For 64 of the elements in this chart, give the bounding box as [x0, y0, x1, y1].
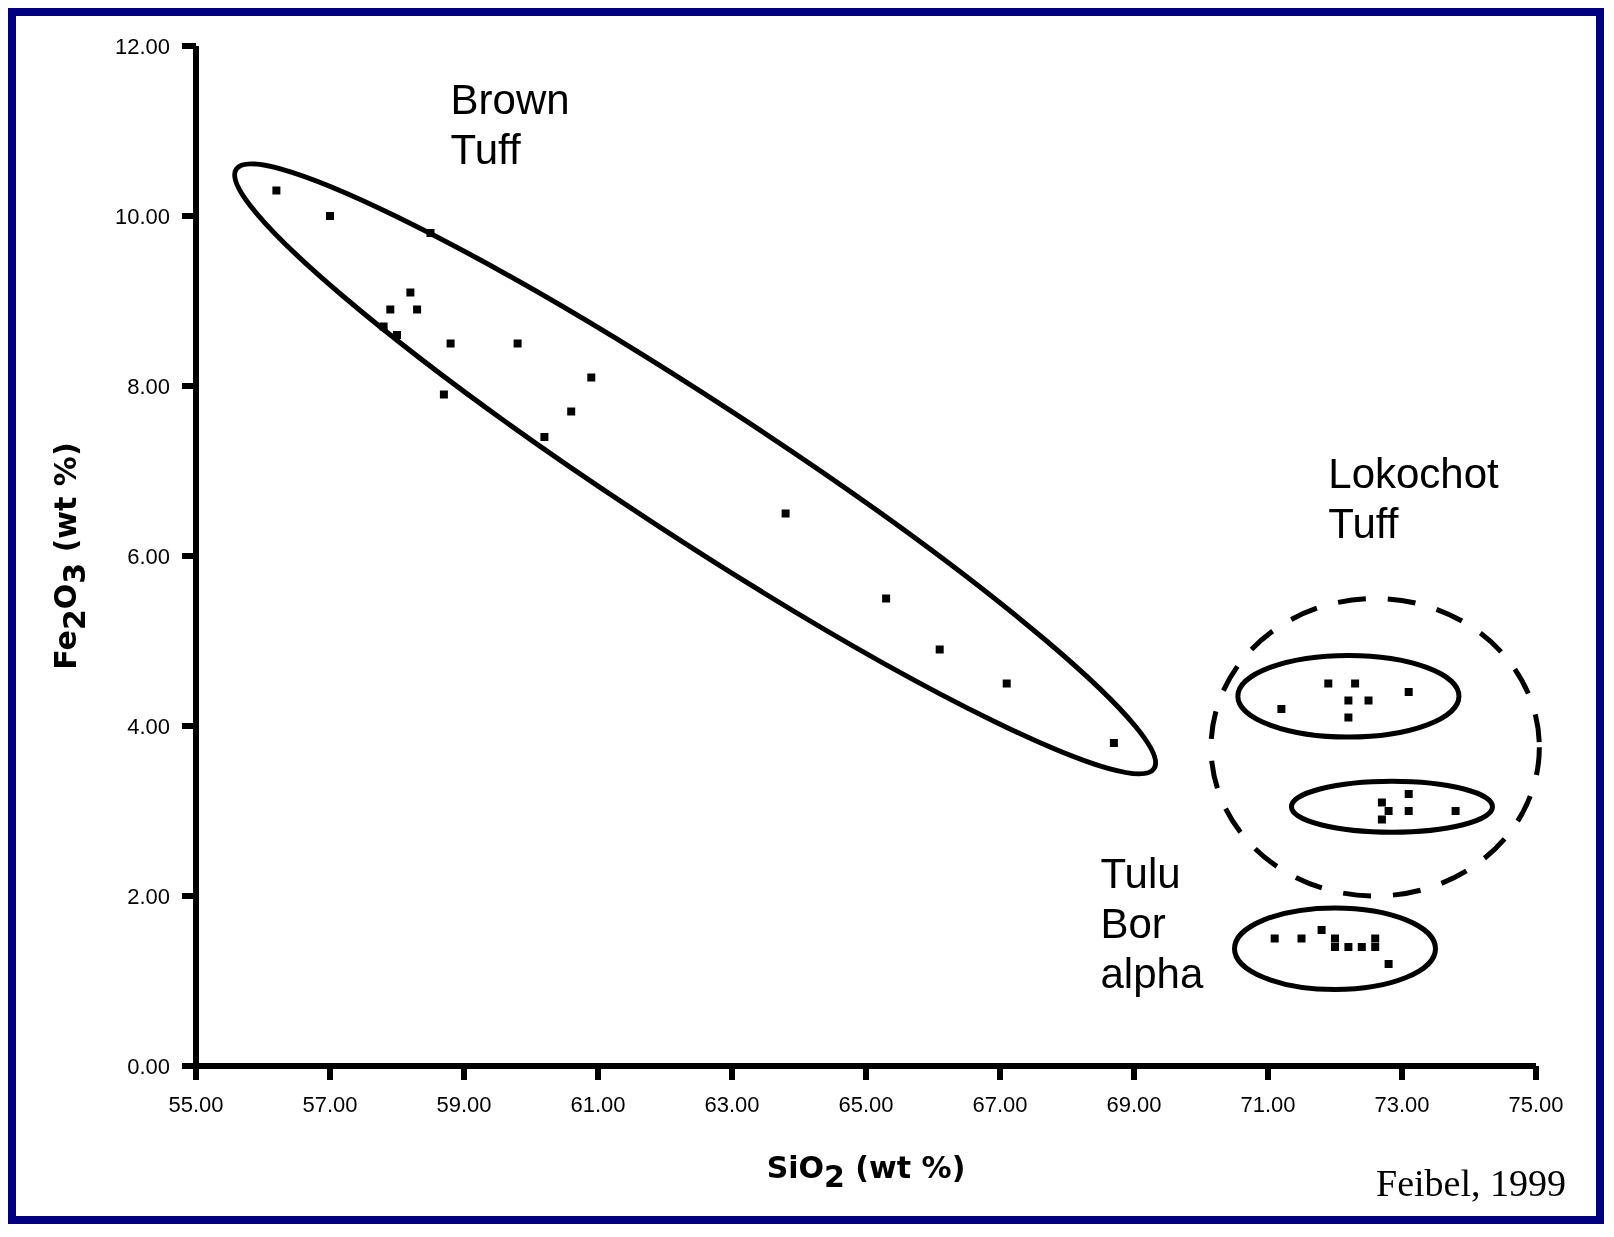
point [406, 288, 415, 297]
point [1377, 798, 1386, 807]
point [882, 594, 891, 603]
point [1331, 934, 1339, 943]
point [1344, 943, 1353, 951]
point [1404, 688, 1413, 696]
x-tick-label: 71.00 [1240, 1091, 1296, 1117]
point [1297, 934, 1306, 943]
point [513, 339, 522, 348]
point [1277, 705, 1286, 713]
point [1384, 807, 1393, 815]
y-tick-label: 2.00 [127, 883, 170, 909]
point [540, 433, 549, 441]
point [379, 322, 388, 331]
point [272, 186, 281, 195]
annotation: Lokochot Tuff [1328, 450, 1500, 547]
point [1317, 926, 1326, 934]
y-tick-label: 6.00 [127, 543, 170, 569]
y-tick-label: 8.00 [127, 373, 170, 399]
annotation: Brown Tuff [450, 76, 570, 173]
point [587, 373, 596, 382]
point [1270, 934, 1279, 943]
point [1404, 790, 1413, 798]
x-tick-label: 63.00 [704, 1091, 760, 1117]
x-tick-label: 67.00 [972, 1091, 1028, 1117]
point [393, 331, 401, 339]
point [439, 390, 448, 399]
point [1109, 739, 1118, 747]
y-tick-label: 12.00 [114, 33, 170, 59]
point [1344, 696, 1353, 705]
point [1357, 943, 1366, 951]
point [1404, 807, 1413, 815]
x-tick-label: 73.00 [1374, 1091, 1430, 1117]
point [326, 212, 334, 220]
point [1371, 943, 1380, 951]
point [1377, 815, 1386, 824]
y-tick-label: 10.00 [114, 203, 170, 229]
x-tick-label: 69.00 [1106, 1091, 1162, 1117]
point [386, 305, 395, 314]
y-tick-label: 0.00 [127, 1053, 170, 1079]
point [567, 407, 576, 416]
point [1351, 679, 1360, 688]
point [1324, 679, 1333, 688]
x-tick-label: 75.00 [1508, 1091, 1564, 1117]
point [446, 339, 455, 348]
point [935, 645, 944, 654]
point [1451, 807, 1460, 815]
point [1344, 713, 1353, 722]
point [781, 509, 790, 518]
point [1331, 943, 1339, 951]
x-tick-label: 65.00 [838, 1091, 894, 1117]
x-tick-label: 57.00 [302, 1091, 358, 1117]
point [1384, 960, 1393, 968]
point [1364, 696, 1373, 705]
point [1002, 679, 1011, 688]
y-tick-label: 4.00 [127, 713, 170, 739]
point [413, 305, 422, 314]
point [1371, 934, 1380, 943]
x-tick-label: 55.00 [168, 1091, 224, 1117]
text: Feibel, 1999 [1376, 1162, 1566, 1204]
x-tick-label: 59.00 [436, 1091, 492, 1117]
annotation: Tulu Bor alpha [1100, 849, 1204, 997]
x-tick-label: 61.00 [570, 1091, 626, 1117]
point [426, 229, 435, 237]
